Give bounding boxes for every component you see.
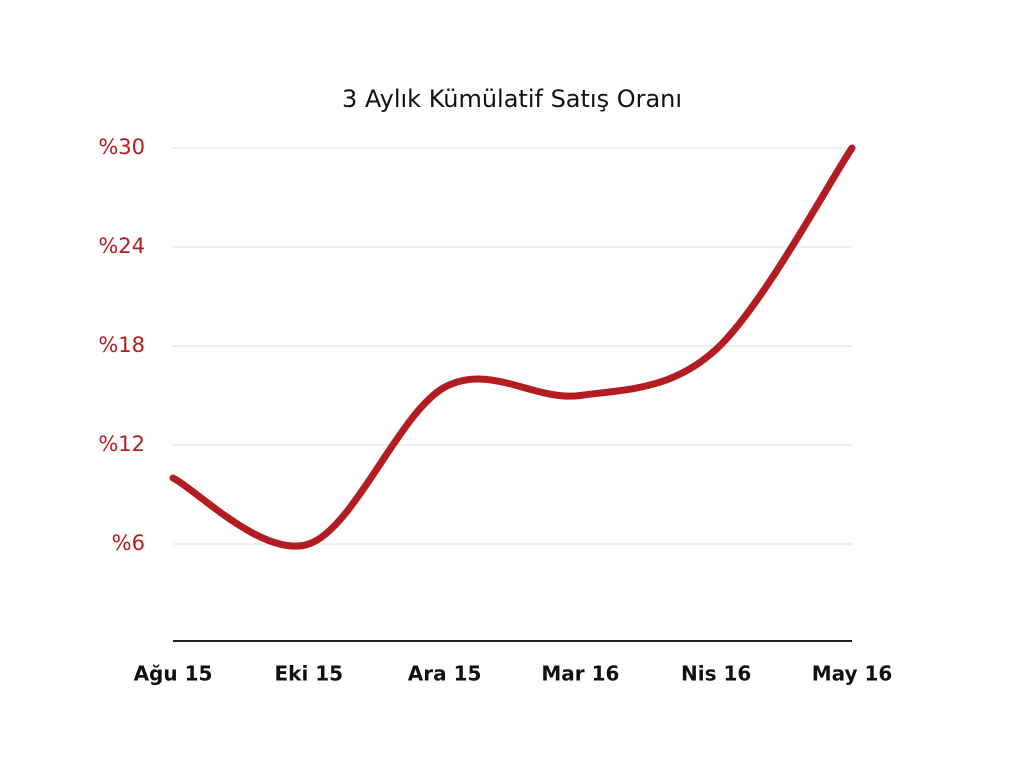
y-tick-label: %24	[98, 234, 145, 258]
x-tick-label: Ara 15	[408, 662, 482, 686]
line	[169, 144, 856, 550]
y-tick-label: %12	[98, 432, 145, 456]
chart-title: 3 Aylık Kümülatif Satış Oranı	[342, 85, 682, 113]
x-tick-label: Ağu 15	[134, 662, 213, 686]
x-tick-label: May 16	[812, 662, 893, 686]
y-tick-label: %18	[98, 333, 145, 357]
y-tick-label: %6	[112, 531, 145, 555]
y-tick-label: %30	[98, 135, 145, 159]
x-tick-label: Mar 16	[541, 662, 619, 686]
x-tick-label: Eki 15	[274, 662, 343, 686]
x-tick-label: Nis 16	[681, 662, 751, 686]
